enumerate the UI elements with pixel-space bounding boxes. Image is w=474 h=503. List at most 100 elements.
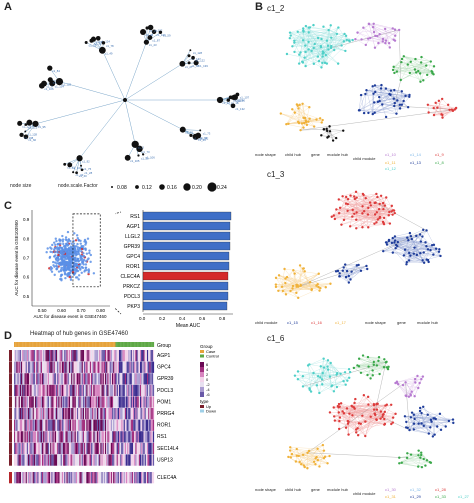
heatmap-cell xyxy=(127,472,129,484)
type-bar-cell xyxy=(9,472,12,484)
heatmap-cell xyxy=(66,419,68,431)
heatmap-cell xyxy=(123,442,125,455)
heatmap-cell xyxy=(144,419,146,431)
network-node xyxy=(347,39,351,42)
heatmap-cell xyxy=(14,373,16,385)
heatmap-cell xyxy=(17,384,19,397)
network-edge xyxy=(309,369,329,389)
bar-label: GPC4 xyxy=(126,254,140,260)
heatmap-cell xyxy=(144,361,146,373)
heatmap-cell xyxy=(142,454,144,466)
heatmap-cell xyxy=(87,472,89,484)
heatmap-cell xyxy=(23,431,25,443)
network-edge xyxy=(356,418,385,433)
heatmap-cell xyxy=(141,454,143,466)
network-edge xyxy=(322,33,345,63)
heatmap-cell xyxy=(94,442,96,455)
heatmap-cell xyxy=(29,442,31,455)
tree-node xyxy=(67,162,73,168)
heatmap-cell xyxy=(30,431,32,443)
heatmap-cell xyxy=(98,431,100,443)
heatmap-cell xyxy=(121,454,123,466)
network-node xyxy=(413,246,416,249)
heatmap-cell xyxy=(24,384,26,397)
heatmap-cell xyxy=(121,442,123,455)
heatmap-cell xyxy=(40,408,43,420)
heatmap-cell xyxy=(99,396,101,408)
network-node xyxy=(377,356,381,359)
heatmap-cell xyxy=(21,454,23,466)
network-node xyxy=(296,284,299,287)
heatmap-cell xyxy=(101,472,103,484)
heatmap-cell xyxy=(52,419,54,431)
heatmap-cell xyxy=(95,373,97,385)
heatmap-cell xyxy=(14,384,16,397)
network-node xyxy=(362,193,365,197)
tree-node-label: c1_27 xyxy=(185,65,193,69)
heatmap-cell xyxy=(144,373,146,385)
heatmap-cell xyxy=(64,384,66,397)
heatmap-cell xyxy=(57,472,59,484)
network-node xyxy=(329,361,332,365)
heatmap-cell xyxy=(38,384,40,397)
network-node xyxy=(274,283,278,286)
heatmap-cell xyxy=(74,454,76,466)
heatmap-cell xyxy=(82,384,85,397)
heatmap-cell xyxy=(80,408,82,420)
network-node xyxy=(360,38,363,41)
heatmap-cell xyxy=(99,442,101,455)
group-bar-cell xyxy=(81,342,83,347)
tree-node xyxy=(23,134,29,140)
heatmap-cell xyxy=(52,396,54,408)
heatmap-cell xyxy=(94,350,96,362)
network-edge xyxy=(397,241,410,254)
gene-label: AGP1 xyxy=(157,353,171,359)
group-bar-cell xyxy=(43,342,45,347)
heatmap-cell xyxy=(52,408,54,420)
heatmap-cell xyxy=(37,419,39,431)
heatmap-cell xyxy=(14,442,16,455)
heatmap-cell xyxy=(143,442,145,455)
heatmap-cell xyxy=(17,361,19,373)
group-bar-cell xyxy=(108,342,110,347)
heatmap-cell xyxy=(95,472,97,484)
heatmap-cell xyxy=(18,373,20,385)
heatmap-cell xyxy=(102,373,104,385)
heatmap-cell xyxy=(66,454,68,466)
heatmap-cell xyxy=(98,373,100,385)
heatmap-cell xyxy=(25,361,27,373)
heatmap-cell xyxy=(120,472,122,484)
heatmap-cell xyxy=(31,472,33,484)
network-edge xyxy=(373,404,386,425)
tree-node xyxy=(187,54,191,58)
heatmap-cell xyxy=(33,350,36,362)
network-edge xyxy=(368,104,383,114)
heatmap-cell xyxy=(36,408,38,420)
heatmap-cell xyxy=(45,442,47,455)
heatmap-cell xyxy=(115,472,117,484)
scatter-point xyxy=(60,252,64,256)
network-node xyxy=(384,41,387,45)
network-node xyxy=(425,258,428,261)
network-node xyxy=(405,456,409,460)
network-node xyxy=(334,136,338,140)
network-edge xyxy=(302,372,314,387)
type-bar-cell xyxy=(9,442,12,455)
network-edge xyxy=(328,29,353,41)
heatmap-cell xyxy=(122,408,124,420)
network-edge xyxy=(399,455,419,458)
network-node xyxy=(410,390,413,393)
heatmap-cell xyxy=(61,350,64,362)
heatmap-cell xyxy=(144,384,146,397)
scatter-point xyxy=(56,246,59,249)
network-edge xyxy=(396,64,408,72)
heatmap-cell xyxy=(38,472,40,484)
group-bar-cell xyxy=(89,342,92,347)
heatmap-cell xyxy=(138,419,141,431)
heatmap-cell xyxy=(116,472,118,484)
heatmap-cell xyxy=(136,396,138,408)
group-bar-cell xyxy=(56,342,58,347)
network-node xyxy=(394,246,397,250)
network-edge xyxy=(300,129,325,131)
scatter-point xyxy=(62,256,65,259)
